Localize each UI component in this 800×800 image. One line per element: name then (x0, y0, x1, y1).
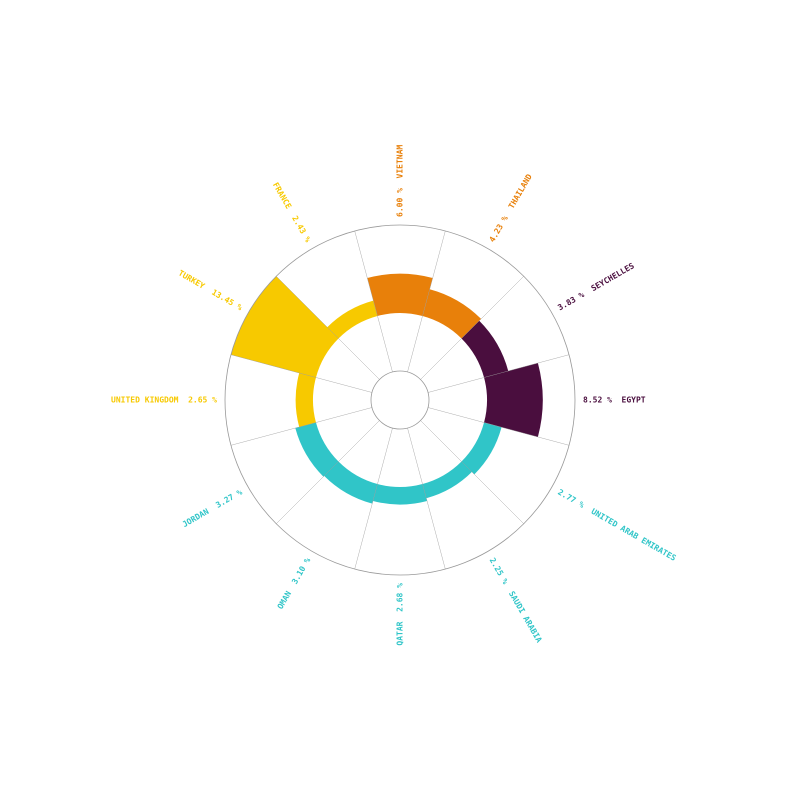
grid-spoke (354, 230, 393, 373)
label-united-kingdom: UNITED KINGDOM 2.65 % (111, 396, 217, 405)
label-egypt: 8.52 % EGYPT (583, 396, 646, 405)
bar-saudi-arabia (422, 461, 472, 499)
bar-egypt (484, 363, 543, 437)
inner-grid-circle (370, 370, 430, 430)
outer-grid-circle (224, 224, 576, 576)
bar-oman (324, 461, 378, 504)
grid-spoke (407, 230, 446, 373)
grid-spoke (420, 420, 524, 524)
label-qatar: QATAR 2.68 % (396, 583, 405, 646)
label-vietnam: 6.00 % VIETNAM (396, 145, 405, 217)
label-oman: OMAN 3.10 % (276, 556, 313, 611)
grid-spoke (427, 407, 570, 446)
grid-spoke (354, 427, 393, 570)
bar-qatar (372, 484, 428, 505)
label-seychelles: 3.83 % SEYCHELLES (556, 261, 636, 312)
label-turkey: TURKEY 13.45 % (177, 268, 244, 312)
bar-thailand (422, 289, 482, 339)
label-saudi-arabia: 2.25 % SAUDI ARABIA (488, 556, 544, 644)
bar-seychelles (461, 320, 509, 378)
label-jordan: JORDAN 3.27 % (181, 488, 244, 530)
bar-vietnam (367, 273, 433, 316)
grid-spoke (420, 276, 524, 380)
bar-united-kingdom (295, 372, 316, 428)
bar-united-arab-emirates (461, 422, 502, 475)
grid-spoke (407, 427, 446, 570)
label-thailand: 4.23 % THAILAND (488, 172, 534, 243)
grid-spoke (230, 354, 373, 393)
grid-spoke (276, 420, 380, 524)
bar-jordan (295, 422, 339, 477)
grid-spoke (427, 354, 570, 393)
grid-spoke (276, 276, 380, 380)
bar-turkey (230, 276, 339, 378)
bar-france (327, 300, 378, 339)
label-france: FRANCE 2.43 % (271, 181, 313, 244)
label-united-arab-emirates: 2.77 % UNITED ARAB EMIRATES (556, 488, 677, 563)
grid-spoke (230, 407, 373, 446)
